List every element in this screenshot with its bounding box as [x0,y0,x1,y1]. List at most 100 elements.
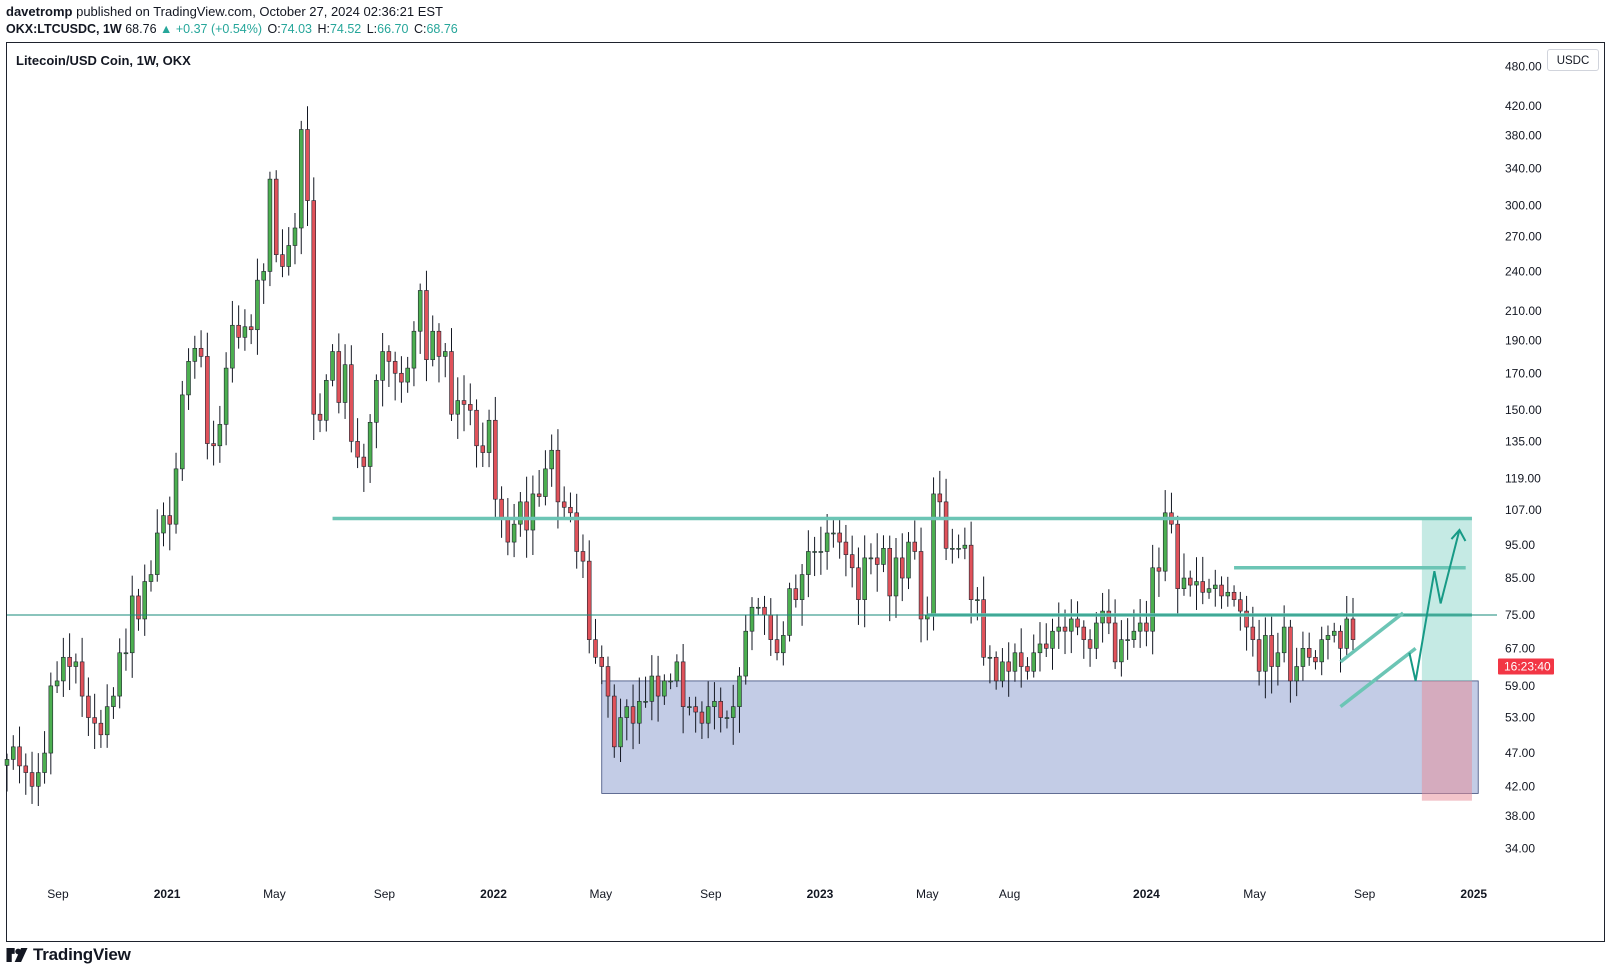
candle-body [1344,618,1349,649]
projection-path [1408,529,1461,682]
candle-up [36,753,41,806]
demand-zone [601,680,1479,794]
candle-body [67,656,72,667]
candle-up [724,710,730,729]
candle-body [54,680,60,687]
candle-up [4,753,10,792]
candle-body [1325,635,1331,640]
price-axis-label: 53.00 [1505,711,1535,725]
tradingview-logo[interactable]: TradingView [6,944,131,966]
ohlc-line: OKX:LTCUSDC, 1W 68.76 ▲ +0.37 (+0.54%) O… [6,22,458,36]
candle-down [693,696,698,733]
candle-body [286,245,291,267]
time-axis-label: May [590,887,613,901]
candle-body [868,557,874,560]
candle-up [662,674,667,705]
candle-body [593,639,598,658]
time-axis-label: May [916,887,939,901]
candle-up [1069,599,1074,654]
candle-body [355,441,360,458]
publish-info: davetromp published on TradingView.com, … [6,4,443,19]
candle-body [79,661,85,697]
candle-body [756,606,761,609]
open-label: O: [267,22,281,36]
candle-down [655,655,661,722]
candle-down [211,420,216,466]
candle-body [305,129,310,201]
candle-body [61,656,66,682]
candle-up [173,452,179,534]
candle-body [192,347,198,362]
time-axis-label: 2024 [1133,887,1160,901]
candle-body [831,532,836,535]
price-axis-label: 38.00 [1505,809,1535,823]
candle-up [712,682,717,730]
candle-up [1000,648,1005,688]
candle-up [1194,557,1199,610]
candle-body [1006,661,1011,672]
candle-up [117,638,122,709]
candle-up [824,514,830,570]
price-axis-label: 380.00 [1505,129,1542,143]
candle-up [1137,599,1143,648]
candle-down [981,576,986,666]
candle-body [455,400,460,415]
candle-up [799,564,805,626]
candle-down [1219,576,1224,609]
candle-body [392,361,398,374]
candle-body [1256,639,1262,672]
candle-body [1100,610,1105,624]
candle-body [1175,523,1180,589]
candle-down [305,106,310,226]
candle-body [618,717,623,748]
candle-body [330,351,335,381]
candle-down [837,517,842,559]
candle-body [511,523,517,543]
candle-down [937,470,943,520]
candle-up [737,667,742,733]
candle-up [342,344,348,419]
candle-down [887,535,892,622]
candle-up [123,628,129,671]
candle-down [680,643,686,734]
candle-down [386,345,392,387]
candle-body [236,324,241,338]
candle-up [781,621,786,666]
candle-down [1256,619,1262,686]
candle-body [1269,635,1274,667]
open-value: 74.03 [280,22,312,36]
candle-body [931,493,936,616]
candle-body [1069,618,1074,632]
candle-down [86,677,91,736]
candle-down [474,399,479,468]
candle-up [1319,626,1324,676]
candle-body [117,652,122,697]
candle-up [374,374,379,449]
price-axis-label: 119.00 [1505,472,1541,486]
candle-body [374,380,379,423]
candle-body [799,574,805,600]
candle-up [643,676,648,708]
candle-body [1331,630,1337,636]
chart-pane[interactable] [6,42,1605,942]
candle-body [956,548,961,550]
candle-body [1288,626,1293,682]
candle-body [1300,648,1306,667]
candle-up [11,735,16,770]
time-axis-label: May [263,887,286,901]
candle-up [442,343,448,378]
candle-up [255,258,260,355]
candle-body [599,656,604,667]
currency-button[interactable]: USDC [1547,49,1599,71]
candle-down [1106,589,1112,635]
candle-up [862,535,867,628]
candle-down [355,418,360,469]
candle-down [1006,642,1011,697]
author-name[interactable]: davetromp [6,4,73,19]
candle-body [580,551,586,562]
candle-down [599,645,604,685]
candle-body [223,367,229,425]
time-axis-label: 2023 [807,887,834,901]
candle-down [1075,601,1080,636]
